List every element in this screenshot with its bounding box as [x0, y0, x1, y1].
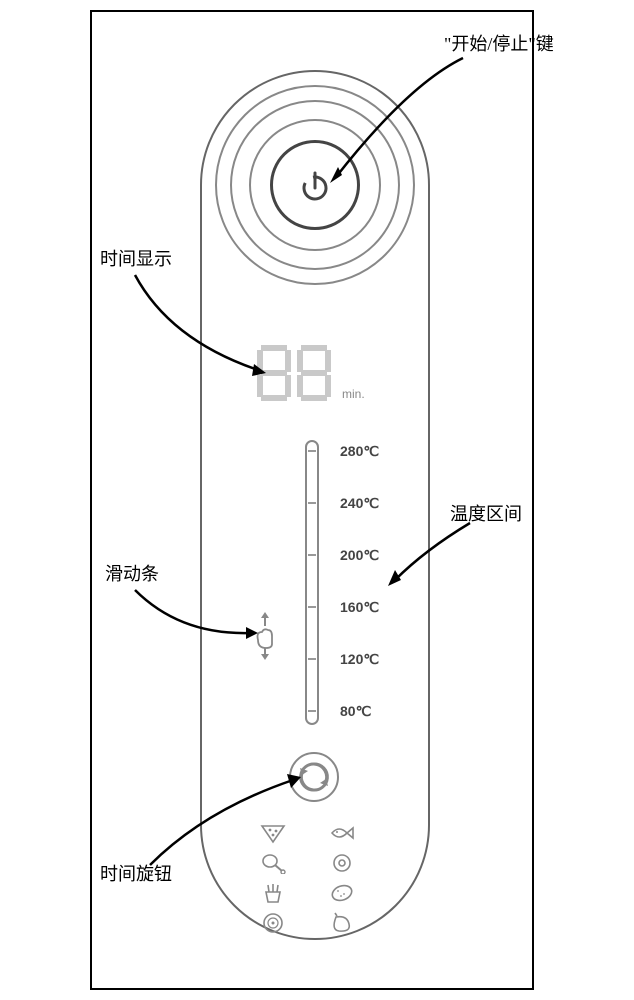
slider-tick — [308, 502, 316, 504]
anno-time-display: 时间显示 — [100, 245, 172, 271]
power-icon — [297, 168, 333, 204]
temp-label-160: 160℃ — [340, 599, 379, 616]
donut-icon[interactable] — [329, 852, 355, 874]
anno-slider: 滑动条 — [105, 560, 159, 586]
temperature-slider[interactable] — [305, 440, 319, 725]
slider-tick — [308, 554, 316, 556]
anno-time-knob: 时间旋钮 — [100, 860, 172, 886]
swipe-hint-icon — [250, 610, 280, 660]
anno-temp-range: 温度区间 — [450, 500, 522, 526]
fish-icon[interactable] — [329, 822, 355, 844]
plate-icon[interactable] — [260, 912, 286, 934]
cycle-icon — [296, 759, 332, 795]
potato-icon[interactable] — [329, 882, 355, 904]
pizza-slice-icon[interactable] — [260, 822, 286, 844]
temp-label-280: 280℃ — [340, 443, 379, 460]
pepper-icon[interactable] — [329, 912, 355, 934]
digit-1 — [257, 345, 291, 401]
slider-tick — [308, 658, 316, 660]
temp-label-120: 120℃ — [340, 651, 379, 668]
slider-tick — [308, 606, 316, 608]
temp-label-240: 240℃ — [340, 495, 379, 512]
food-preset-grid — [260, 822, 370, 934]
digit-2 — [297, 345, 331, 401]
fries-icon[interactable] — [260, 882, 286, 904]
slider-tick — [308, 710, 316, 712]
temp-label-80: 80℃ — [340, 703, 371, 720]
temp-label-200: 200℃ — [340, 547, 379, 564]
unit-label: min. — [342, 387, 365, 401]
anno-start-stop: "开始/停止"键 — [444, 30, 554, 56]
drumstick-icon[interactable] — [260, 852, 286, 874]
slider-tick — [308, 450, 316, 452]
